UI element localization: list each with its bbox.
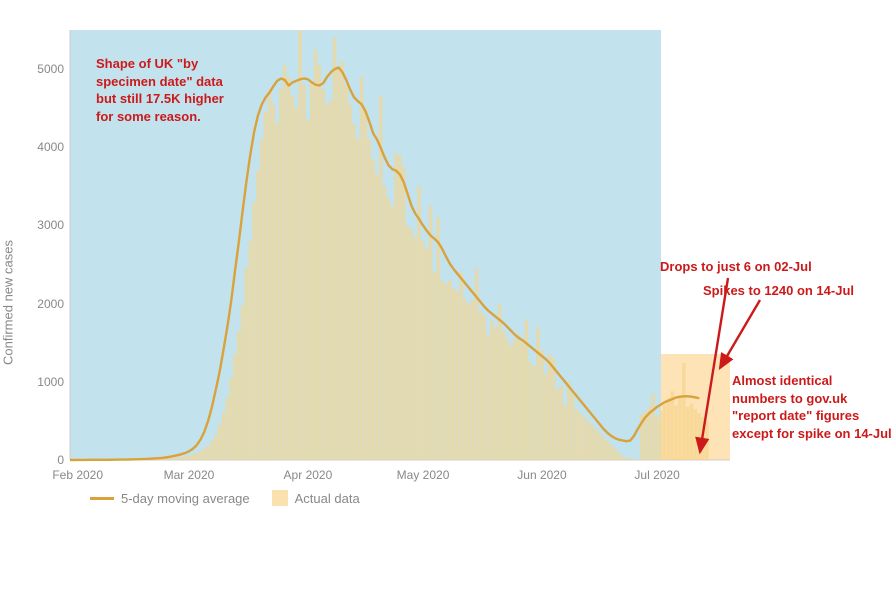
x-tick: Jul 2020 bbox=[634, 468, 679, 482]
legend: 5-day moving average Actual data bbox=[90, 490, 360, 506]
x-tick: Feb 2020 bbox=[52, 468, 103, 482]
x-tick: Jun 2020 bbox=[517, 468, 566, 482]
annotation-almost-identical: Almost identical numbers to gov.uk "repo… bbox=[732, 372, 892, 442]
x-tick: Mar 2020 bbox=[164, 468, 215, 482]
legend-box-swatch bbox=[272, 490, 288, 506]
legend-label: Actual data bbox=[295, 491, 360, 506]
annotation-spikes-1240: Spikes to 1240 on 14-Jul bbox=[703, 282, 854, 300]
y-tick: 4000 bbox=[37, 140, 64, 154]
y-tick: 0 bbox=[57, 453, 64, 467]
legend-line-swatch bbox=[90, 497, 114, 500]
chart-container: Confirmed new cases 0 1000 2000 3000 4000 500… bbox=[0, 0, 894, 590]
legend-label: 5-day moving average bbox=[121, 491, 250, 506]
legend-item-moving-average: 5-day moving average bbox=[90, 491, 250, 506]
y-tick: 5000 bbox=[37, 62, 64, 76]
y-axis-label: Confirmed new cases bbox=[1, 240, 16, 365]
annotation-drops-6: Drops to just 6 on 02-Jul bbox=[660, 258, 812, 276]
legend-item-actual-data: Actual data bbox=[272, 490, 360, 506]
moving-average-line bbox=[70, 68, 699, 460]
x-tick: May 2020 bbox=[397, 468, 450, 482]
annotation-shape-uk: Shape of UK "by specimen date" data but … bbox=[96, 55, 224, 125]
y-tick: 3000 bbox=[37, 218, 64, 232]
x-tick: Apr 2020 bbox=[284, 468, 333, 482]
y-tick: 1000 bbox=[37, 375, 64, 389]
y-tick: 2000 bbox=[37, 297, 64, 311]
